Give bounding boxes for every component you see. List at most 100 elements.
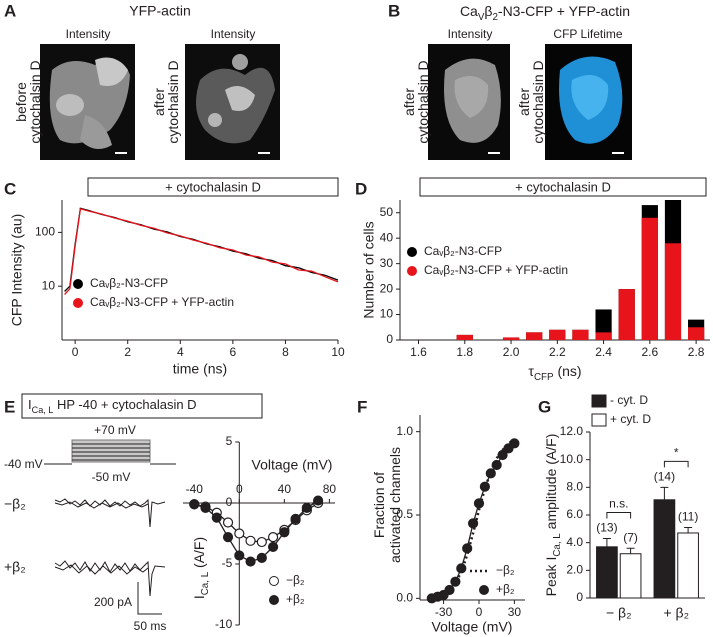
panel-header: ICa, L HP -40 + cytochalasin D [28, 397, 197, 415]
y-tick-label: 10.0 [560, 452, 584, 466]
data-point [313, 495, 324, 506]
data-point [473, 498, 485, 509]
histogram-bar [618, 289, 635, 340]
y-tick-label: 0 [576, 590, 583, 604]
micrograph [185, 44, 280, 160]
y-tick-label: 4.0 [566, 535, 583, 549]
title-part: Ca [460, 3, 478, 19]
data-point [491, 459, 502, 471]
error-bar [602, 538, 611, 547]
y-axis-label: Number of cells [361, 221, 377, 318]
panel-letter: B [388, 1, 400, 20]
x-tick-label: 0 [476, 605, 483, 619]
panel-letter: A [4, 1, 16, 20]
x-axis-label: Voltage (mV) [252, 457, 333, 473]
y-axis-label: CFP Intensity (au) [9, 214, 25, 327]
y-tick-label: 100 [35, 225, 55, 239]
scale-bar [137, 582, 162, 615]
data-point [200, 502, 211, 513]
data-point [267, 541, 279, 553]
legend-marker [591, 413, 607, 427]
panel-header: + cytochalasin D [165, 179, 261, 194]
header-part: Ca, L [32, 405, 54, 415]
current-trace [54, 501, 149, 509]
data-point [245, 556, 256, 567]
error-bar [660, 486, 669, 500]
panel-title: CaVβ2-N3-CFP + YFP-actin [460, 3, 630, 23]
bar [619, 553, 642, 599]
x-axis-label: time (ns) [173, 361, 227, 377]
n-label: (7) [623, 530, 638, 544]
x-axis-label: Voltage (mV) [432, 619, 513, 635]
data-point [279, 527, 290, 538]
legend-marker [591, 394, 607, 408]
data-point [222, 532, 234, 543]
x-tick-label: 2.0 [503, 345, 520, 359]
histogram-bar [641, 217, 658, 340]
x-tick-label: 2.6 [642, 345, 659, 359]
n-label: (11) [678, 510, 698, 524]
legend-marker [269, 595, 279, 605]
x-tick-label: 1.6 [410, 345, 427, 359]
protocol-label: -40 mV [4, 457, 43, 471]
title-part: β [484, 3, 492, 19]
image-header: CFP Lifetime [553, 27, 622, 41]
x-tick-label: − β₂ [606, 605, 632, 621]
data-point [211, 512, 222, 523]
panel-letter: G [538, 397, 551, 416]
significance-bracket [663, 460, 689, 468]
title-part: 2 [492, 12, 497, 23]
y-axis-label: Fraction ofactivated channels [371, 447, 403, 563]
legend-label: Caᵥβ₂-N3-CFP [424, 244, 502, 258]
image-side-label: beforecytochalsin D [13, 60, 43, 143]
y-axis-label-part: Ca, L [200, 571, 211, 595]
y-axis-label-part: (A/F) [191, 537, 207, 572]
y-tick-label: 2.0 [566, 563, 583, 577]
legend-label: −β₂ [496, 563, 515, 577]
x-tick-label: 6 [230, 345, 237, 359]
protocol-label: +70 mV [94, 423, 136, 437]
protocol-label: -50 mV [92, 470, 131, 484]
x-tick-label: 2 [124, 345, 131, 359]
histogram-bar [502, 337, 520, 340]
voltage-protocol [44, 439, 176, 465]
y-tick-label: 40 [380, 230, 394, 244]
header-box [21, 393, 263, 419]
y-tick-label: 30 [380, 256, 394, 270]
side-line: after [151, 88, 167, 116]
title-part: -N3-CFP + YFP-actin [498, 3, 630, 19]
panel-header: + cytochalasin D [515, 179, 611, 194]
current-trace [54, 498, 166, 528]
legend-label: +β₂ [496, 582, 515, 596]
side-line: before [13, 82, 29, 122]
side-line: cytochalsin D [27, 60, 43, 143]
n-label: (13) [596, 521, 617, 535]
data-point [479, 481, 490, 492]
data-point [467, 518, 479, 529]
y-tick-label: 12.0 [560, 424, 584, 438]
y-axis-label-part: Peak I [543, 557, 559, 597]
x-tick-label: 1.8 [456, 345, 473, 359]
histogram-bar [456, 334, 473, 340]
image-side-label: aftercytochalsin D [516, 60, 546, 143]
y-axis-label-part: amplitude (A/F) [543, 434, 559, 534]
data-point [444, 584, 455, 596]
x-tick-label: 0 [236, 482, 243, 496]
data-point [245, 535, 256, 546]
micrograph [40, 44, 135, 160]
x-axis-label-part: (ns) [554, 363, 582, 379]
significance-bracket [606, 512, 632, 519]
x-axis-label: τCFP (ns) [528, 363, 581, 383]
x-tick-label: 2.4 [595, 345, 612, 359]
legend-label: Caᵥβ₂-N3-CFP + YFP-actin [424, 263, 568, 277]
side-line: cytochalsin D [415, 60, 431, 143]
data-point [267, 532, 279, 543]
y-tick-label: 1.0 [396, 424, 413, 438]
data-point [256, 536, 267, 548]
y-tick-label: 0 [386, 332, 393, 346]
y-tick-label: 10 [380, 307, 394, 321]
side-line: after [516, 88, 532, 116]
annotation: * [674, 446, 679, 460]
title-part: V [478, 12, 485, 23]
histogram-bar [664, 243, 682, 340]
